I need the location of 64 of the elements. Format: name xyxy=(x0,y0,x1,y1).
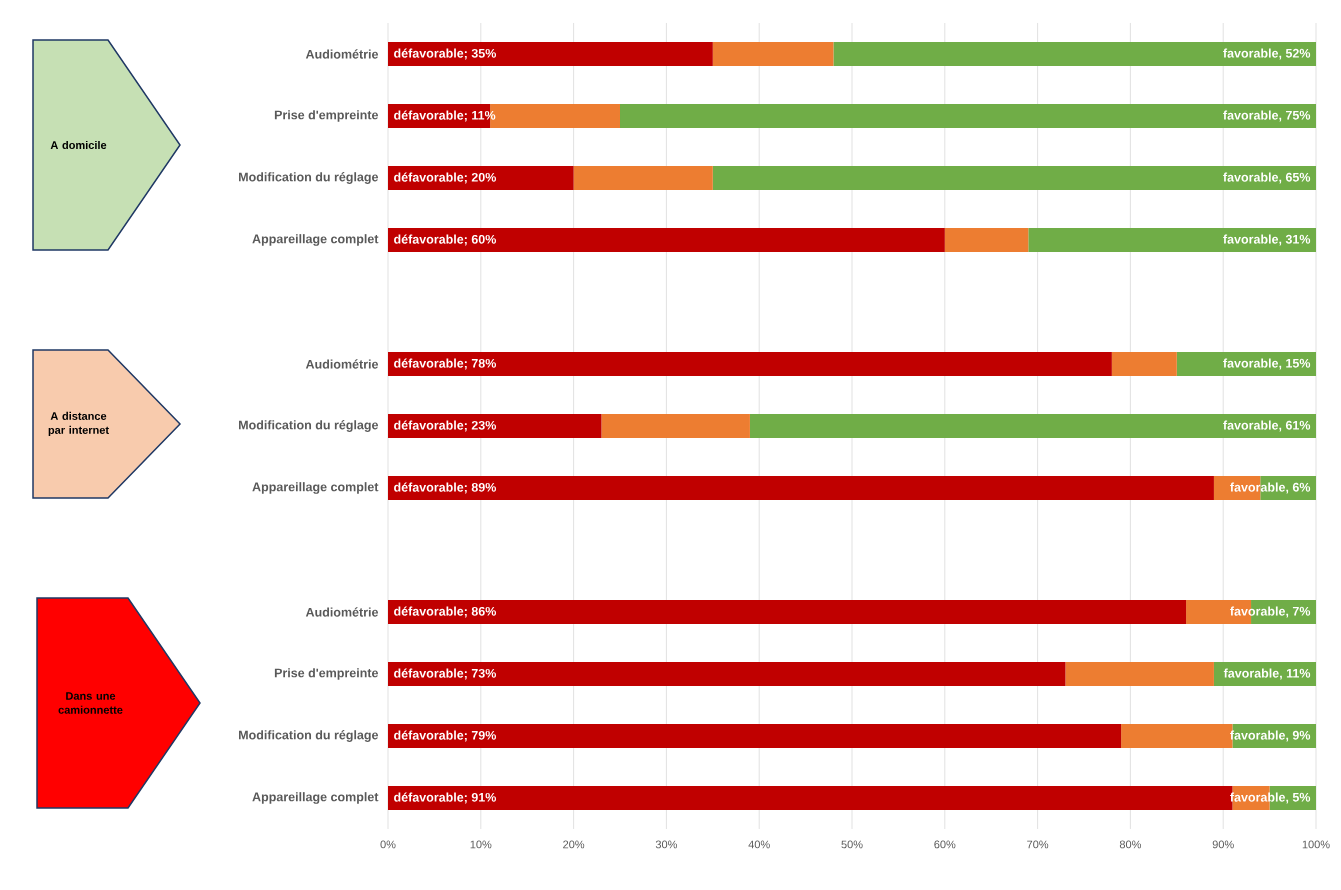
data-label: défavorable; 60% xyxy=(394,234,497,246)
x-tick-label: 0% xyxy=(380,840,396,849)
y-tick-label: Appareillage complet xyxy=(252,482,379,494)
data-label: favorable, 11% xyxy=(1223,668,1311,680)
data-label: défavorable; 86% xyxy=(394,606,497,618)
data-label: défavorable; 20% xyxy=(394,172,497,184)
bar xyxy=(1028,227,1317,252)
bar xyxy=(573,165,713,190)
data-label: défavorable; 11% xyxy=(394,110,496,122)
data-label: défavorable; 23% xyxy=(394,420,497,432)
x-tick-label: 30% xyxy=(655,840,678,849)
data-label: favorable, 31% xyxy=(1223,234,1311,246)
data-label: défavorable; 73% xyxy=(394,668,497,680)
x-tick-label: 80% xyxy=(1119,840,1142,849)
data-label: défavorable; 79% xyxy=(394,730,497,742)
bar xyxy=(1111,351,1177,376)
data-label: défavorable; 91% xyxy=(394,792,497,804)
bar xyxy=(712,165,1317,190)
bar xyxy=(388,165,574,190)
text: A domicile xyxy=(50,140,107,150)
y-tick-label: Prise d'empreinte xyxy=(274,110,379,122)
bar xyxy=(388,600,1187,624)
data-label: défavorable; 89% xyxy=(394,482,497,494)
y-tick-label: Modification du réglage xyxy=(239,172,379,184)
bar xyxy=(712,42,834,66)
data-label: favorable, 15% xyxy=(1223,358,1311,370)
y-tick-label: Modification du réglage xyxy=(239,730,379,742)
y-tick-label: Audiométrie xyxy=(305,359,379,369)
x-tick-label: 20% xyxy=(563,840,585,849)
y-tick-label: Audiométrie xyxy=(305,607,379,617)
bar xyxy=(620,103,1317,128)
bar xyxy=(601,413,750,438)
x-tick-label: 40% xyxy=(748,840,770,849)
bar xyxy=(749,413,1317,438)
data-label: favorable, 52% xyxy=(1223,48,1311,60)
bar xyxy=(388,476,1214,500)
data-label: favorable, 61% xyxy=(1223,420,1311,432)
y-tick-label: Audiométrie xyxy=(305,49,379,59)
data-label: favorable, 65% xyxy=(1223,172,1311,184)
bar xyxy=(1176,351,1317,376)
bar xyxy=(388,351,1112,376)
y-tick-label: Prise d'empreinte xyxy=(274,668,379,680)
data-label: favorable, 75% xyxy=(1223,110,1311,122)
bar xyxy=(388,723,1122,748)
x-tick-label: 100% xyxy=(1302,840,1330,849)
x-tick-label: 90% xyxy=(1212,840,1234,849)
y-tick-label: Appareillage complet xyxy=(252,234,379,246)
data-label: défavorable; 35% xyxy=(394,48,497,60)
x-tick-label: 10% xyxy=(470,840,492,849)
x-tick-label: 70% xyxy=(1027,840,1049,849)
bar xyxy=(388,413,602,438)
bar xyxy=(388,42,713,66)
bar xyxy=(833,42,1317,66)
data-label: défavorable; 78% xyxy=(394,358,497,370)
bar xyxy=(944,227,1029,252)
bar xyxy=(388,227,945,252)
bar xyxy=(388,662,1066,686)
y-tick-label: Modification du réglage xyxy=(239,420,379,432)
text: Dans une camionnette xyxy=(58,692,123,714)
text: A distance par internet xyxy=(48,411,109,437)
bar xyxy=(1065,662,1214,686)
x-tick-label: 60% xyxy=(934,840,956,849)
y-tick-label: Appareillage complet xyxy=(252,792,379,804)
x-tick-label: 50% xyxy=(841,840,863,849)
